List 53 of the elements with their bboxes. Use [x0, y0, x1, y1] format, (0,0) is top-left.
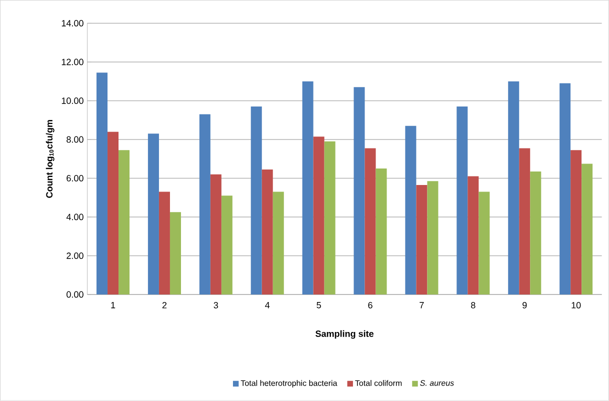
y-tick-label: 4.00 [66, 214, 84, 220]
legend-label: Total heterotrophic bacteria [240, 380, 338, 388]
x-tick-label: 9 [522, 302, 527, 309]
bar [262, 170, 273, 295]
bar [354, 87, 365, 295]
bar [570, 150, 582, 295]
bar [96, 72, 108, 295]
x-tick-label: 2 [162, 302, 167, 308]
bar [405, 126, 416, 295]
bar [364, 148, 376, 295]
x-tick-label: 7 [420, 302, 424, 308]
bar [250, 106, 262, 295]
bar [313, 136, 324, 295]
bar [221, 196, 232, 295]
bar [210, 174, 222, 295]
bar [456, 106, 468, 295]
x-tick-label: 1 [111, 302, 116, 308]
bar [158, 192, 170, 295]
bar [108, 132, 119, 295]
y-tick-label: 2.00 [66, 252, 84, 260]
x-axis-title: Sampling site [316, 330, 374, 339]
bar [272, 192, 284, 295]
bar [582, 164, 593, 295]
x-tick-label: 6 [368, 302, 372, 309]
x-tick-label: 4 [265, 302, 270, 308]
bar [416, 185, 428, 295]
bar [427, 181, 438, 295]
bar [118, 150, 130, 295]
bar [560, 83, 571, 295]
legend-label: Total coliform [355, 380, 402, 386]
x-tick-label: 8 [471, 302, 476, 309]
bar [199, 114, 210, 295]
bar [508, 81, 520, 295]
bar [468, 176, 479, 295]
y-tick-label: 8.00 [66, 136, 84, 143]
bar [170, 212, 181, 295]
x-tick-label: 5 [316, 302, 321, 308]
y-tick-label: 0.00 [66, 291, 84, 298]
x-tick-label: 3 [214, 302, 218, 309]
y-tick-label: 10.00 [62, 98, 84, 104]
y-tick-label: 6.00 [66, 175, 84, 182]
bar [302, 81, 314, 295]
bar [376, 168, 387, 295]
bar [148, 134, 159, 295]
bar [519, 148, 530, 295]
y-tick-label: 12.00 [62, 58, 84, 66]
y-tick-label: 14.00 [62, 20, 84, 27]
x-tick-label: 10 [572, 302, 581, 309]
bar [478, 192, 490, 295]
bar [530, 172, 542, 295]
bar [324, 142, 336, 295]
legend-label: S. aureus [420, 380, 454, 386]
y-axis-title: Count log$_{10}$cfu/gm [46, 120, 54, 198]
